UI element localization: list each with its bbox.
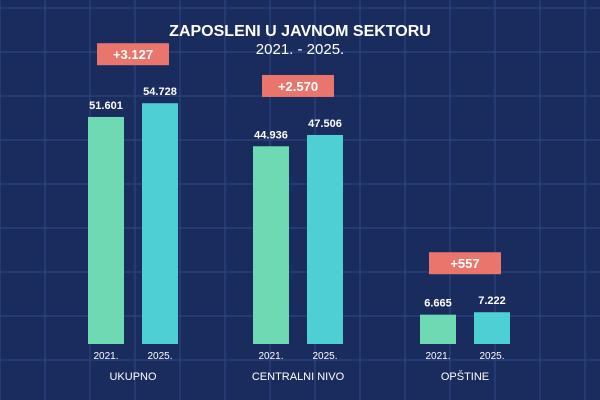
year-tick-label: 2021.	[93, 351, 118, 362]
bar	[88, 116, 124, 344]
difference-label: +557	[450, 256, 479, 271]
bar	[474, 312, 510, 344]
year-tick-label: 2021.	[425, 351, 450, 362]
bar	[307, 134, 343, 344]
year-tick-label: 2025.	[479, 351, 504, 362]
year-tick-label: 2025.	[147, 351, 172, 362]
difference-label: +3.127	[113, 47, 153, 62]
year-tick-label: 2025.	[312, 351, 337, 362]
category-label: UKUPNO	[109, 371, 157, 383]
year-tick-label: 2021.	[258, 351, 283, 362]
chart-subtitle: 2021. - 2025.	[256, 41, 344, 58]
chart-title: ZAPOSLENI U JAVNOM SEKTORU	[169, 23, 431, 40]
bar-value-label: 54.728	[143, 86, 177, 98]
category-label: CENTRALNI NIVO	[252, 371, 345, 383]
difference-badge	[97, 43, 169, 66]
category-group: 6.665 2021. 7.222 2025. OPŠTINE +557	[420, 252, 510, 383]
bar-value-label: 7.222	[478, 295, 506, 307]
bar-value-label: 51.601	[89, 100, 123, 112]
bar	[142, 103, 178, 344]
category-group: 51.601 2021. 54.728 2025. UKUPNO +3.127	[88, 43, 178, 383]
bar	[253, 146, 289, 344]
category-label: OPŠTINE	[441, 370, 489, 383]
difference-badge	[262, 74, 334, 97]
chart-marks: 51.601 2021. 54.728 2025. UKUPNO +3.127 44.936…	[88, 43, 510, 383]
difference-label: +2.570	[278, 79, 318, 94]
category-group: 44.936 2021. 47.506 2025. CENTRALNI NIVO +2.5…	[252, 74, 345, 383]
bar-value-label: 47.506	[308, 118, 342, 130]
bar-value-label: 44.936	[254, 129, 288, 141]
bar	[420, 314, 456, 344]
difference-badge	[429, 252, 501, 275]
bar-value-label: 6.665	[424, 298, 452, 310]
